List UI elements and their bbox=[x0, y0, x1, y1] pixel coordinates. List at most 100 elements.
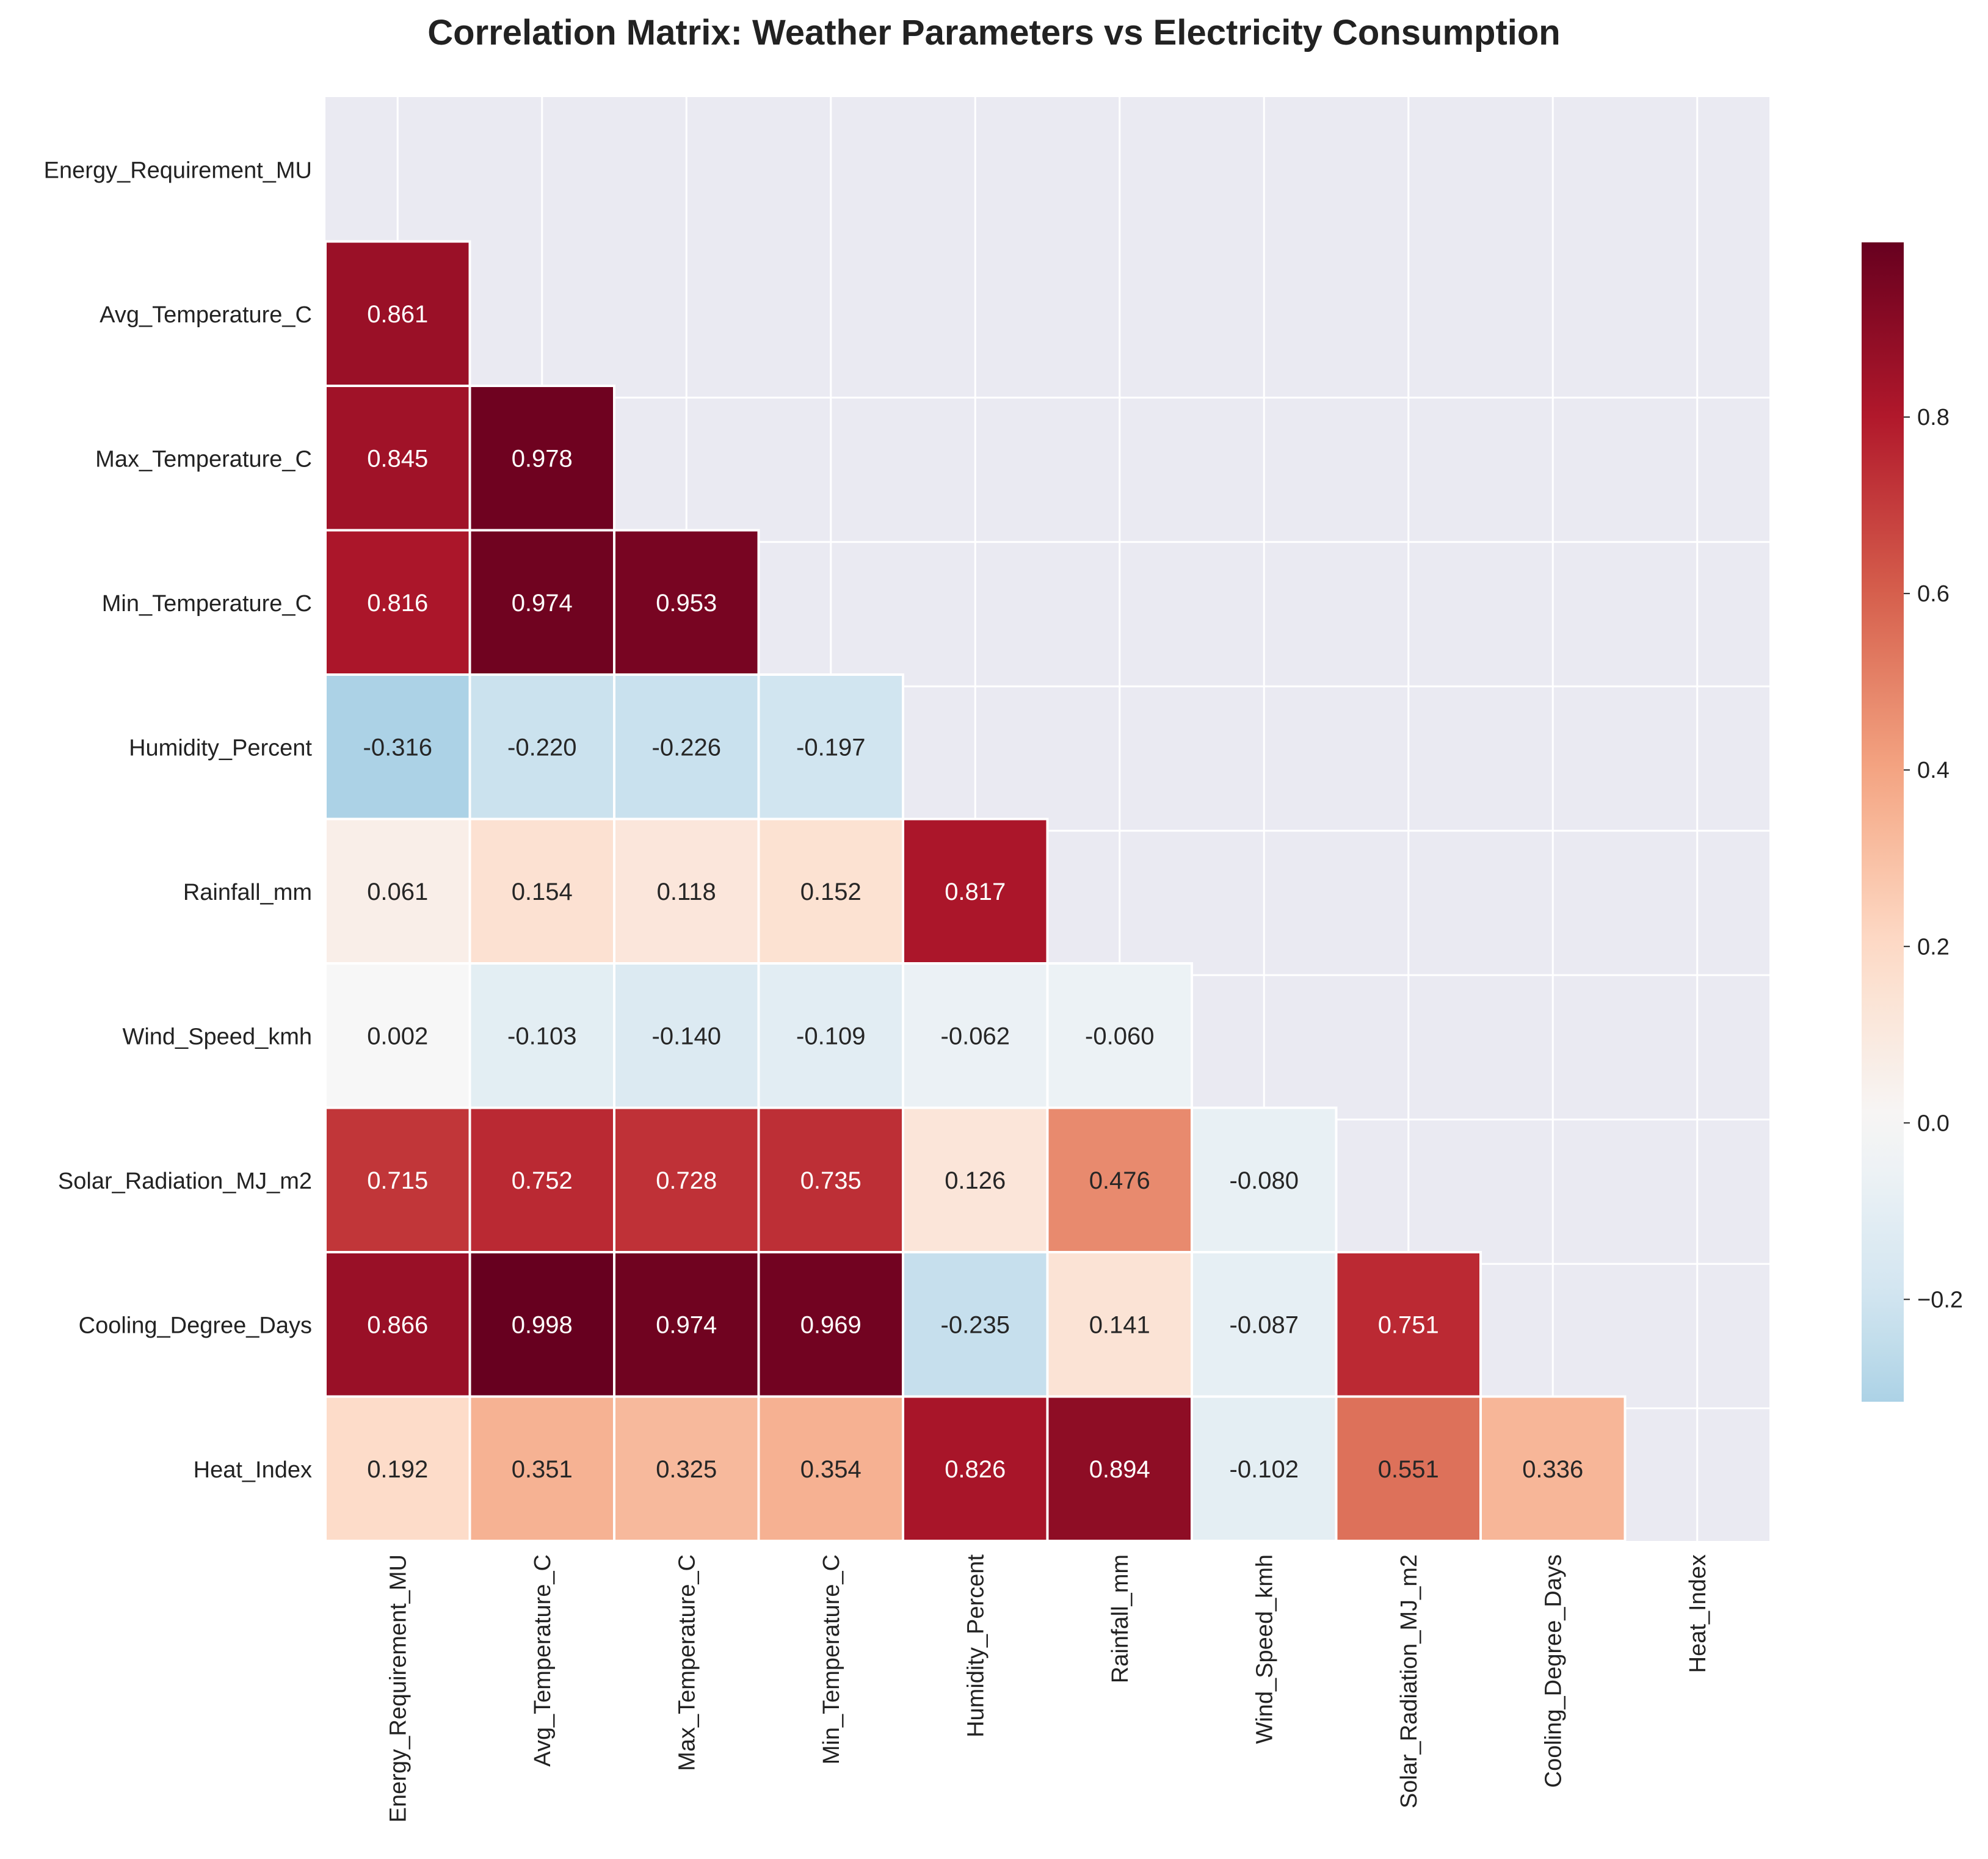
x-tick-label: Humidity_Percent bbox=[963, 1554, 989, 1738]
heatmap-cell-Max_Temperature_C-Avg_Temperature_C bbox=[468, 385, 615, 532]
x-tick-label: Solar_Radiation_MJ_m2 bbox=[1396, 1554, 1422, 1808]
heatmap-cell-Wind_Speed_kmh-Energy_Requirement_MU bbox=[324, 962, 471, 1109]
heatmap-cell-Humidity_Percent-Min_Temperature_C bbox=[757, 673, 904, 821]
cell-value-label: -0.087 bbox=[1230, 1311, 1299, 1338]
cell-value-label: 0.998 bbox=[512, 1311, 573, 1338]
x-tick-label: Heat_Index bbox=[1685, 1554, 1711, 1673]
cell-value-label: -0.316 bbox=[363, 734, 432, 761]
x-tick-label: Rainfall_mm bbox=[1108, 1554, 1133, 1683]
y-tick-label: Heat_Index bbox=[194, 1457, 312, 1483]
y-tick-label: Max_Temperature_C bbox=[95, 446, 312, 472]
y-tick-label: Solar_Radiation_MJ_m2 bbox=[58, 1169, 312, 1194]
cell-value-label: 0.751 bbox=[1378, 1311, 1439, 1338]
cell-value-label: 0.476 bbox=[1089, 1167, 1150, 1194]
heatmap-cell-Avg_Temperature_C-Energy_Requirement_MU bbox=[324, 240, 471, 387]
cell-value-label: 0.354 bbox=[800, 1456, 862, 1483]
y-tick-label: Min_Temperature_C bbox=[102, 591, 312, 617]
heatmap-cell-Cooling_Degree_Days-Max_Temperature_C bbox=[613, 1251, 760, 1398]
heatmap-cell-Cooling_Degree_Days-Humidity_Percent bbox=[902, 1251, 1049, 1398]
cell-value-label: 0.351 bbox=[512, 1456, 573, 1483]
heatmap-cell-Heat_Index-Wind_Speed_kmh bbox=[1191, 1395, 1338, 1542]
cell-value-label: 0.974 bbox=[656, 1311, 717, 1338]
heatmap-cell-Cooling_Degree_Days-Solar_Radiation_MJ_m2 bbox=[1335, 1251, 1482, 1398]
cell-value-label: -0.197 bbox=[796, 734, 865, 761]
y-tick-label: Humidity_Percent bbox=[129, 735, 312, 761]
colorbar-gradient bbox=[1862, 242, 1904, 1402]
cell-value-label: 0.551 bbox=[1378, 1456, 1439, 1483]
colorbar-tick-label: 0.4 bbox=[1917, 758, 1950, 783]
x-tick-label: Cooling_Degree_Days bbox=[1540, 1554, 1566, 1788]
cell-value-label: -0.226 bbox=[652, 734, 721, 761]
cell-value-label: -0.062 bbox=[941, 1023, 1010, 1049]
heatmap-cell-Wind_Speed_kmh-Rainfall_mm bbox=[1046, 962, 1193, 1109]
cell-value-label: 0.735 bbox=[800, 1167, 862, 1194]
colorbar-tick-label: 0.0 bbox=[1917, 1111, 1950, 1136]
y-tick-label: Energy_Requirement_MU bbox=[44, 158, 312, 183]
cell-value-label: 0.325 bbox=[656, 1456, 717, 1483]
y-tick-label: Rainfall_mm bbox=[183, 880, 312, 905]
heatmap-cell-Heat_Index-Min_Temperature_C bbox=[757, 1395, 904, 1542]
cell-value-label: -0.235 bbox=[941, 1311, 1010, 1338]
x-tick-label: Energy_Requirement_MU bbox=[385, 1554, 411, 1822]
y-tick-label: Cooling_Degree_Days bbox=[79, 1313, 312, 1338]
cell-value-label: 0.978 bbox=[512, 445, 573, 472]
colorbar: −0.2 0.0 0.2 0.4 0.6 0.8 bbox=[1862, 242, 1963, 1402]
cell-value-label: -0.060 bbox=[1085, 1023, 1154, 1049]
heatmap-cell-Min_Temperature_C-Max_Temperature_C bbox=[613, 529, 760, 676]
heatmap-cell-Solar_Radiation_MJ_m2-Rainfall_mm bbox=[1046, 1106, 1193, 1253]
heatmap-cell-Solar_Radiation_MJ_m2-Wind_Speed_kmh bbox=[1191, 1106, 1338, 1253]
heatmap-cell-Wind_Speed_kmh-Avg_Temperature_C bbox=[468, 962, 615, 1109]
cell-value-label: 0.192 bbox=[367, 1456, 428, 1483]
cell-value-label: 0.866 bbox=[367, 1311, 428, 1338]
y-axis-tick-labels: Energy_Requirement_MU Avg_Temperature_C Ma… bbox=[44, 158, 313, 1483]
cell-value-label: -0.080 bbox=[1230, 1167, 1299, 1194]
colorbar-tick-label: 0.8 bbox=[1917, 405, 1950, 430]
colorbar-tick-label: 0.2 bbox=[1917, 934, 1950, 960]
cell-value-label: 0.894 bbox=[1089, 1456, 1150, 1483]
colorbar-tick-label: −0.2 bbox=[1917, 1287, 1963, 1313]
cell-value-label: 0.118 bbox=[657, 879, 716, 905]
cell-value-label: 0.861 bbox=[367, 301, 428, 328]
heatmap-cell-Heat_Index-Cooling_Degree_Days bbox=[1479, 1395, 1627, 1542]
heatmap-cell-Rainfall_mm-Humidity_Percent bbox=[902, 817, 1049, 965]
heatmap-cell-Heat_Index-Humidity_Percent bbox=[902, 1395, 1049, 1542]
heatmap-cell-Humidity_Percent-Avg_Temperature_C bbox=[468, 673, 615, 821]
heatmap-cell-Max_Temperature_C-Energy_Requirement_MU bbox=[324, 385, 471, 532]
heatmap-cell-Heat_Index-Solar_Radiation_MJ_m2 bbox=[1335, 1395, 1482, 1542]
cell-value-label: 0.826 bbox=[945, 1456, 1006, 1483]
cell-value-label: 0.974 bbox=[512, 590, 573, 617]
cell-value-label: 0.817 bbox=[945, 879, 1006, 905]
cell-value-label: -0.140 bbox=[652, 1023, 721, 1049]
heatmap-cell-Cooling_Degree_Days-Wind_Speed_kmh bbox=[1191, 1251, 1338, 1398]
cell-value-label: 0.715 bbox=[367, 1167, 428, 1194]
heatmap-cell-Min_Temperature_C-Energy_Requirement_MU bbox=[324, 529, 471, 676]
x-tick-label: Min_Temperature_C bbox=[819, 1554, 844, 1764]
cell-value-label: -0.109 bbox=[796, 1023, 865, 1049]
cell-value-label: 0.816 bbox=[367, 590, 428, 617]
heatmap-cell-Rainfall_mm-Avg_Temperature_C bbox=[468, 817, 615, 965]
heatmap-cell-Heat_Index-Max_Temperature_C bbox=[613, 1395, 760, 1542]
cell-value-label: 0.002 bbox=[367, 1023, 428, 1049]
cell-value-label: -0.103 bbox=[507, 1023, 576, 1049]
cell-value-label: 0.969 bbox=[800, 1311, 862, 1338]
heatmap-cell-Solar_Radiation_MJ_m2-Humidity_Percent bbox=[902, 1106, 1049, 1253]
heatmap-cell-Wind_Speed_kmh-Max_Temperature_C bbox=[613, 962, 760, 1109]
heatmap-cell-Humidity_Percent-Energy_Requirement_MU bbox=[324, 673, 471, 821]
heatmap-cell-Cooling_Degree_Days-Avg_Temperature_C bbox=[468, 1251, 615, 1398]
heatmap-cell-Min_Temperature_C-Avg_Temperature_C bbox=[468, 529, 615, 676]
x-tick-label: Avg_Temperature_C bbox=[530, 1554, 556, 1767]
cell-value-label: 0.728 bbox=[656, 1167, 717, 1194]
cell-value-label: 0.336 bbox=[1522, 1456, 1583, 1483]
cell-value-label: 0.141 bbox=[1089, 1311, 1150, 1338]
heatmap-cell-Heat_Index-Avg_Temperature_C bbox=[468, 1395, 615, 1542]
heatmap-cell-Solar_Radiation_MJ_m2-Energy_Requirement_MU bbox=[324, 1106, 471, 1253]
x-tick-label: Max_Temperature_C bbox=[674, 1554, 700, 1771]
cell-value-label: 0.845 bbox=[367, 445, 428, 472]
cell-value-label: 0.953 bbox=[656, 590, 717, 617]
y-tick-label: Avg_Temperature_C bbox=[100, 302, 312, 328]
cell-value-label: 0.126 bbox=[945, 1167, 1006, 1194]
heatmap-cells: 0.861 0.845 0.978 0.816 0.974 0.953 -0.316 -0.2… bbox=[324, 240, 1627, 1542]
heatmap-cell-Solar_Radiation_MJ_m2-Avg_Temperature_C bbox=[468, 1106, 615, 1253]
x-tick-label: Wind_Speed_kmh bbox=[1252, 1554, 1277, 1744]
